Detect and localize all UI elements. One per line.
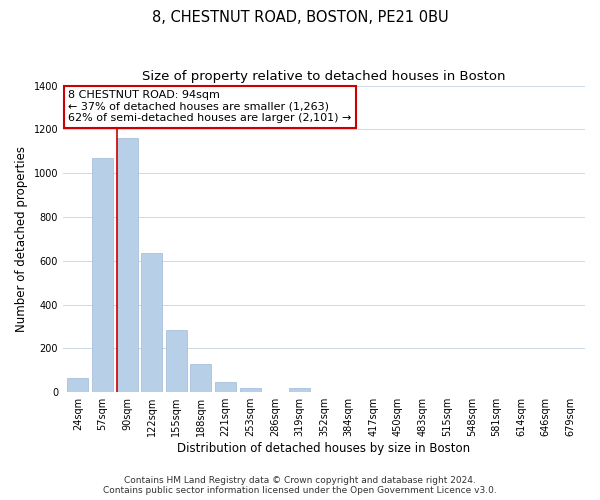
Text: 8, CHESTNUT ROAD, BOSTON, PE21 0BU: 8, CHESTNUT ROAD, BOSTON, PE21 0BU — [152, 10, 448, 25]
Bar — [239, 388, 260, 392]
Text: 8 CHESTNUT ROAD: 94sqm
← 37% of detached houses are smaller (1,263)
62% of semi-: 8 CHESTNUT ROAD: 94sqm ← 37% of detached… — [68, 90, 352, 124]
X-axis label: Distribution of detached houses by size in Boston: Distribution of detached houses by size … — [178, 442, 470, 455]
Y-axis label: Number of detached properties: Number of detached properties — [15, 146, 28, 332]
Bar — [92, 158, 113, 392]
Bar — [141, 253, 162, 392]
Bar — [190, 364, 211, 392]
Text: Contains HM Land Registry data © Crown copyright and database right 2024.
Contai: Contains HM Land Registry data © Crown c… — [103, 476, 497, 495]
Bar — [289, 388, 310, 392]
Bar — [116, 138, 137, 392]
Title: Size of property relative to detached houses in Boston: Size of property relative to detached ho… — [142, 70, 506, 83]
Bar — [215, 382, 236, 392]
Bar — [67, 378, 88, 392]
Bar — [166, 330, 187, 392]
